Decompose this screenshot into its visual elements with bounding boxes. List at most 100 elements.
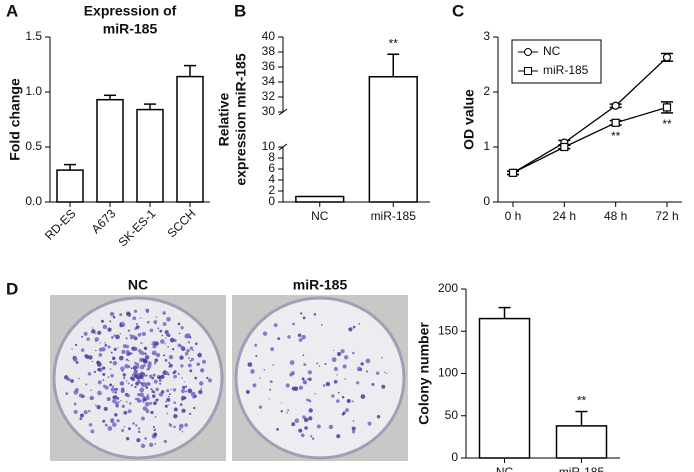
colony-dot xyxy=(169,337,175,343)
colony-dot xyxy=(179,355,184,360)
colony-dot xyxy=(273,323,278,328)
y-tick-label: 200 xyxy=(438,281,458,295)
colony-dot xyxy=(190,391,196,397)
colony-dot xyxy=(262,331,268,336)
y-tick-label: 40 xyxy=(262,29,276,43)
colony-dot xyxy=(129,335,134,340)
colony-dot xyxy=(181,408,186,413)
colony-dot xyxy=(345,408,349,413)
colony-dot xyxy=(173,407,178,412)
colony-dot xyxy=(158,379,162,383)
colony-dot xyxy=(287,409,290,412)
colony-dot xyxy=(313,313,317,316)
colony-dot xyxy=(187,341,191,344)
colony-dot xyxy=(164,404,168,408)
panel-letter: D xyxy=(6,279,18,298)
colony-dot xyxy=(151,350,157,356)
colony-dot xyxy=(165,400,167,403)
colony-dot xyxy=(276,428,279,431)
colony-dot xyxy=(127,382,130,385)
colony-dot xyxy=(132,422,135,425)
colony-dot xyxy=(132,316,137,321)
colony-dot xyxy=(98,353,103,357)
photo-title: NC xyxy=(128,277,148,293)
colony-dot xyxy=(192,395,195,399)
colony-dot xyxy=(122,373,126,377)
colony-dot xyxy=(139,352,141,354)
colony-dot xyxy=(342,411,346,415)
colony-dot xyxy=(119,322,122,325)
colony-dot xyxy=(159,382,162,385)
colony-dot xyxy=(149,328,154,333)
colony-dot xyxy=(312,437,315,440)
colony-dot xyxy=(165,371,169,376)
colony-dot xyxy=(298,338,303,342)
photos xyxy=(50,295,408,461)
colony-dot xyxy=(303,363,307,367)
colony-dot xyxy=(162,322,167,327)
colony-dot xyxy=(287,335,291,339)
colony-dot xyxy=(181,377,183,379)
colony-dot xyxy=(202,359,207,364)
colony-dot xyxy=(190,357,195,361)
colony-dot xyxy=(113,334,117,338)
colony-dot xyxy=(308,399,312,403)
colony-dot xyxy=(314,392,316,395)
colony-dot xyxy=(164,358,168,362)
y-tick-label: 0 xyxy=(483,194,490,208)
colony-dot xyxy=(113,316,116,319)
colony-dot xyxy=(136,438,141,443)
colony-dot xyxy=(308,408,313,413)
colony-dot xyxy=(145,395,150,401)
colony-dot xyxy=(178,423,184,429)
colony-dot xyxy=(107,426,113,431)
colony-dot xyxy=(116,419,120,423)
colony-dot xyxy=(123,410,128,415)
colony-dot xyxy=(117,347,119,349)
colony-dot xyxy=(166,397,171,402)
colony-dot xyxy=(97,368,101,372)
colony-dot xyxy=(110,351,113,354)
colony-dot xyxy=(294,418,300,423)
colony-dot xyxy=(178,332,181,335)
colony-dot xyxy=(114,387,118,391)
colony-dot xyxy=(189,369,193,373)
colony-dot xyxy=(83,410,88,415)
colony-dot xyxy=(195,342,198,346)
y-tick-label: 10 xyxy=(262,139,276,153)
colony-dot xyxy=(187,363,192,368)
colony-dot xyxy=(144,437,147,440)
colony-dot xyxy=(168,393,171,395)
colony-dot xyxy=(145,374,148,377)
colony-dot xyxy=(90,389,92,392)
significance-label: ** xyxy=(577,394,587,408)
colony-dot xyxy=(184,423,188,427)
y-tick-label: 0.5 xyxy=(25,139,42,153)
colony-dot xyxy=(142,379,145,381)
colony-dot xyxy=(164,343,166,345)
colony-dot xyxy=(119,381,125,386)
colony-dot xyxy=(99,342,101,344)
colony-dot xyxy=(142,382,148,387)
marker xyxy=(662,103,672,112)
colony-dot xyxy=(114,413,118,417)
colony-dot xyxy=(155,387,159,392)
y-tick-label: 38 xyxy=(262,44,276,58)
colony-dot xyxy=(166,317,171,322)
y-tick-label: 1 xyxy=(483,139,490,153)
y-tick-label: 150 xyxy=(438,323,458,337)
colony-dot xyxy=(196,362,201,367)
colony-dot xyxy=(109,311,115,317)
colony-dot xyxy=(129,334,132,337)
chart-title: miR-185 xyxy=(103,21,158,37)
colony-dot xyxy=(179,403,183,406)
colony-dot xyxy=(83,331,88,336)
colony-dot xyxy=(174,370,177,373)
colony-dot xyxy=(163,354,166,357)
colony-dot xyxy=(306,378,309,381)
y-axis-label: Relative xyxy=(216,92,232,146)
colony-dot xyxy=(302,354,305,357)
colony-dot xyxy=(185,385,188,388)
colony-dot xyxy=(180,364,184,368)
colony-dot xyxy=(138,348,142,353)
